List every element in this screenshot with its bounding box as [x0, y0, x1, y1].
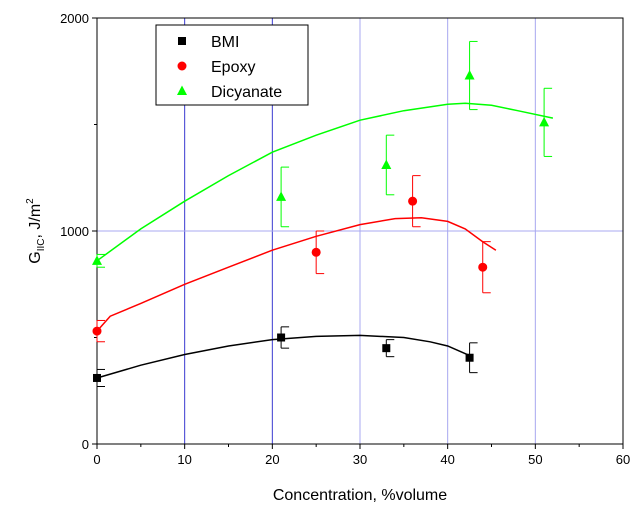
bmi-data-point — [93, 373, 101, 382]
y-axis-title-sub: IIC — [36, 239, 47, 252]
legend-epoxy-marker — [177, 61, 187, 71]
data-markers — [92, 70, 550, 382]
x-tick-label: 10 — [177, 452, 191, 467]
epoxy-data-point — [92, 326, 102, 336]
x-tick-label: 30 — [353, 452, 367, 467]
y-axis-title-main: G — [27, 251, 44, 263]
epoxy-fit-line — [96, 217, 497, 332]
x-tick-label: 60 — [616, 452, 630, 467]
dicyanate-fit-line — [96, 102, 554, 262]
x-tick-label: 0 — [93, 452, 100, 467]
dicyanate-data-point — [92, 255, 102, 265]
y-tick-label: 2000 — [60, 11, 89, 26]
legend-dicyanate-label: Dicyanate — [211, 84, 282, 101]
dicyanate-data-point — [539, 116, 550, 127]
x-axis-title: Concentration, %volume — [273, 487, 447, 504]
epoxy-data-point — [478, 262, 488, 272]
dicyanate-data-point — [276, 191, 287, 201]
y-tick-label: 1000 — [60, 224, 89, 239]
dicyanate-data-point — [464, 70, 475, 80]
legend-dicyanate-marker — [177, 85, 187, 95]
legend-bmi-label: BMI — [211, 34, 239, 51]
fit-lines — [96, 102, 554, 379]
x-tick-label: 40 — [440, 452, 454, 467]
dicyanate-data-point — [381, 159, 392, 169]
legend: BMI Epoxy Dicyanate — [155, 24, 309, 106]
legend-epoxy-label: Epoxy — [211, 59, 255, 76]
y-axis-title: GIIC, J/m2 — [25, 198, 47, 264]
bmi-data-point — [382, 344, 391, 353]
x-tick-label: 50 — [528, 452, 542, 467]
bmi-data-point — [465, 353, 474, 362]
y-tick-label: 0 — [82, 437, 89, 452]
axes-layer: 0 10 20 30 40 50 60 0 1000 2000 — [60, 11, 630, 467]
epoxy-data-point — [408, 196, 418, 206]
y-axis-title-mid: , J/m — [27, 204, 44, 239]
epoxy-data-point — [311, 247, 321, 257]
bmi-data-point — [277, 333, 286, 342]
x-tick-label: 20 — [265, 452, 279, 467]
bmi-fit-line — [96, 334, 470, 379]
y-axis-title-sup: 2 — [25, 198, 36, 204]
legend-bmi-marker — [178, 37, 186, 45]
